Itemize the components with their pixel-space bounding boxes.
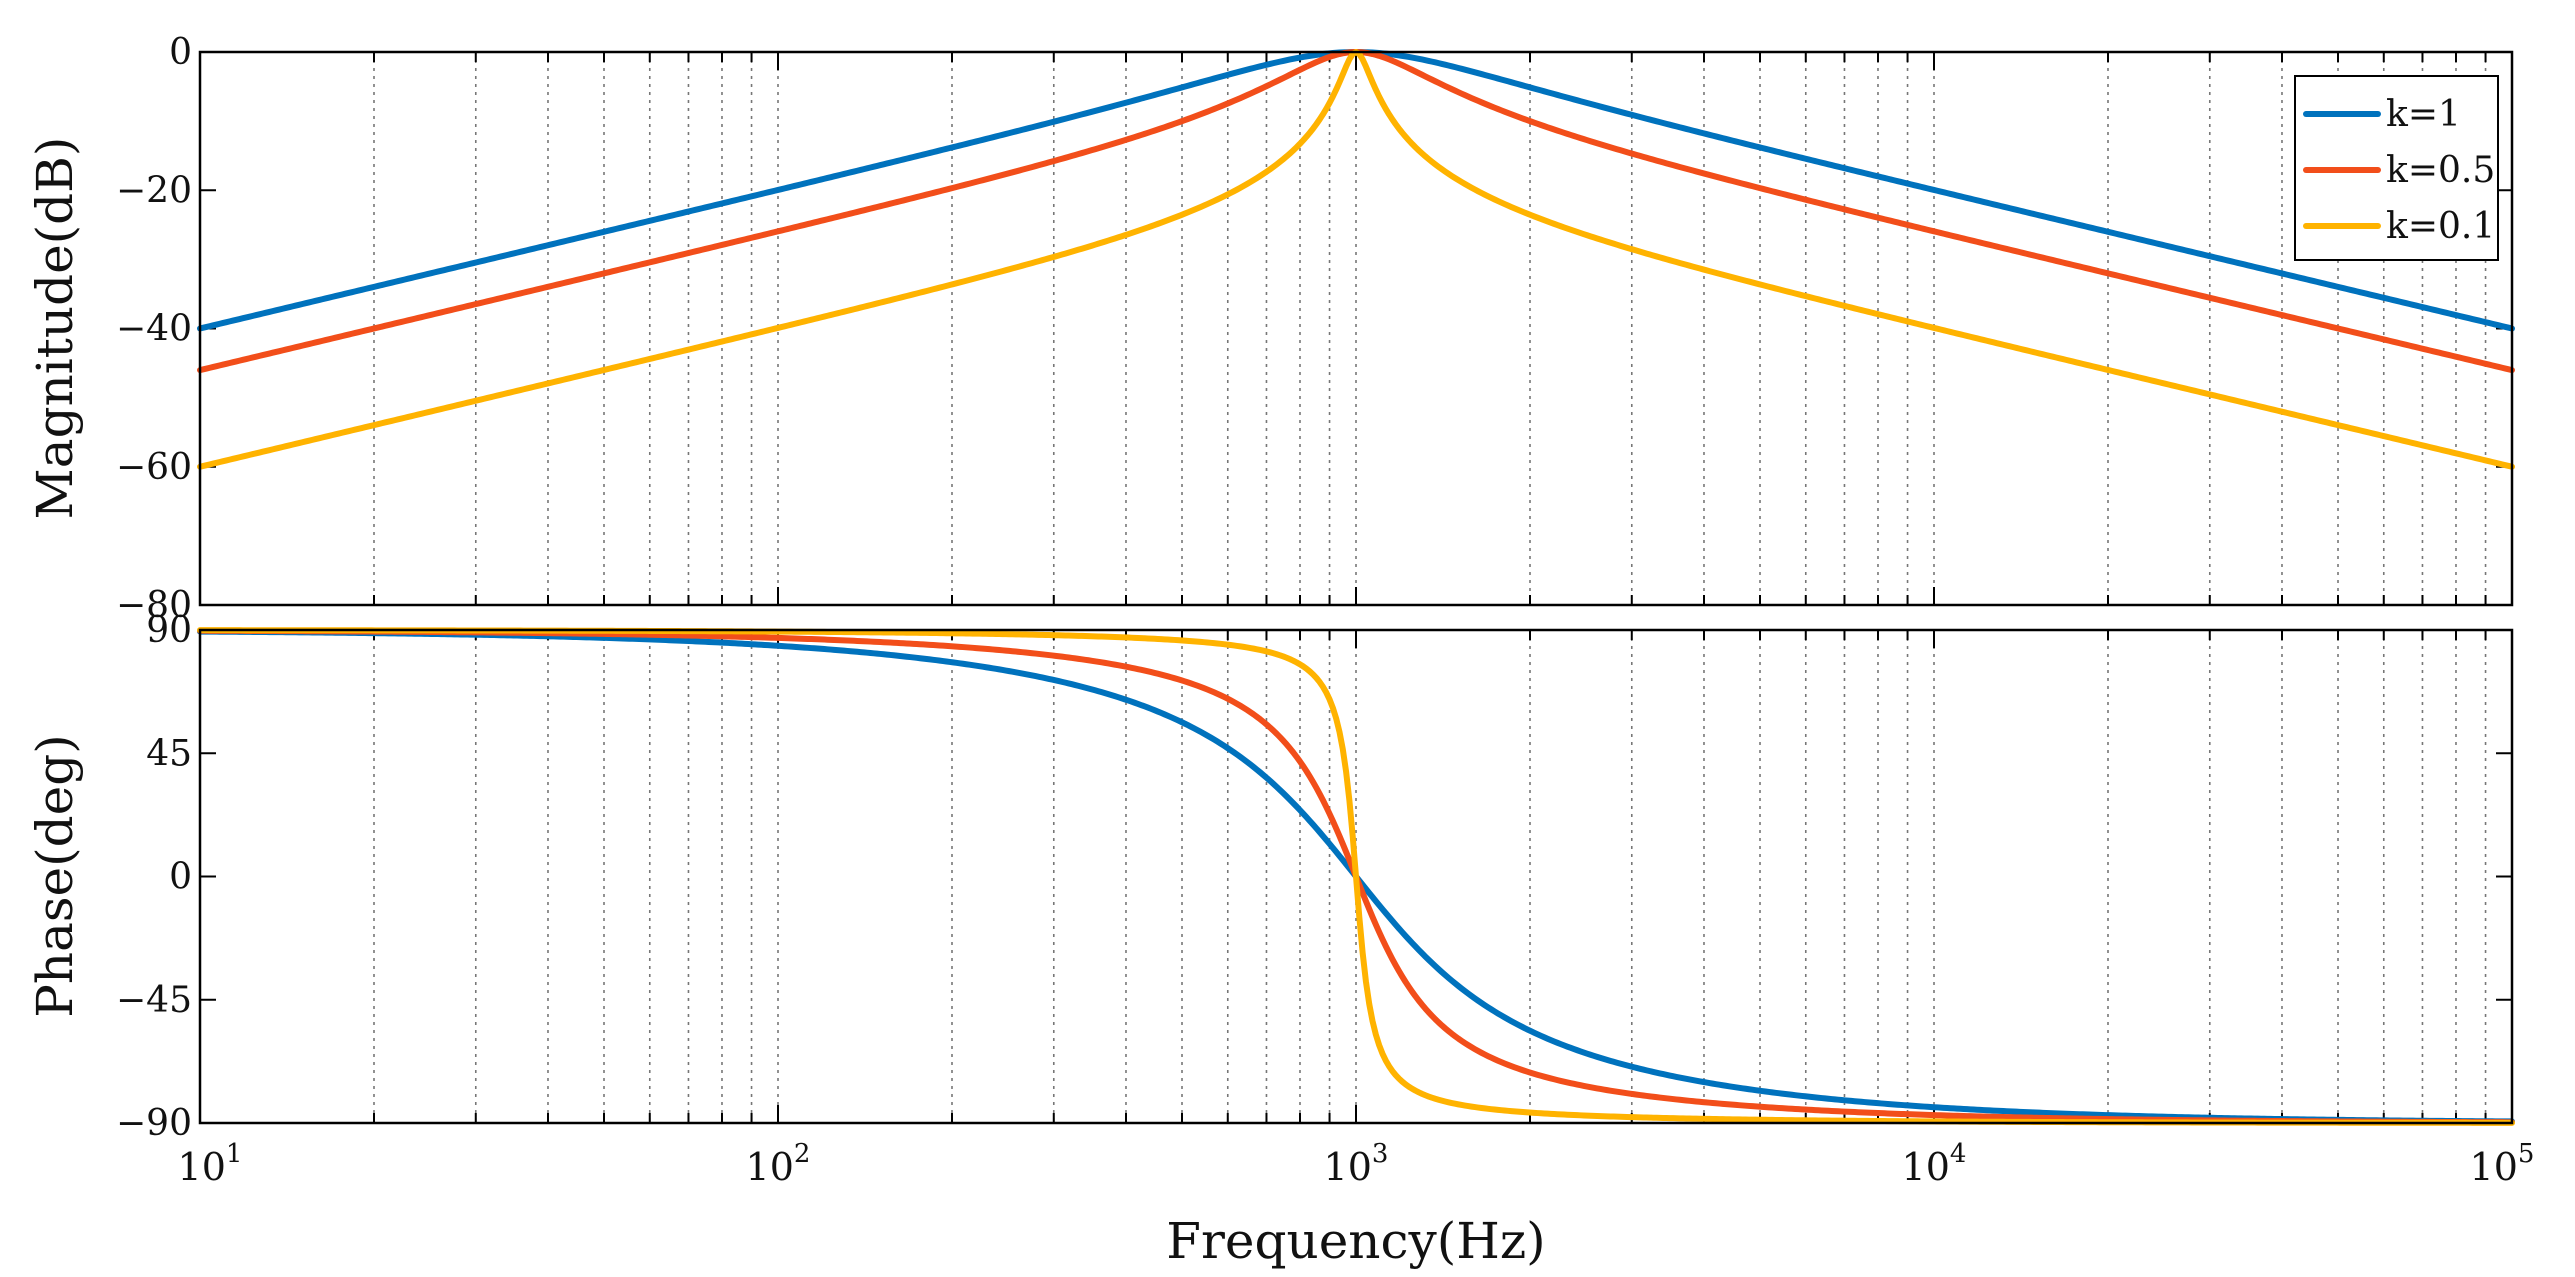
phase-panel: 90 45 0 −45 −90 Phase(deg) [26,610,2515,1144]
x-tick-labels: 101 102 103 104 105 [178,1139,2535,1189]
y-tick-label: 0 [169,857,192,898]
legend: k=1 k=0.5 k=0.1 [2294,75,2499,261]
legend-label-k1: k=1 [2386,94,2461,135]
magnitude-frame [198,50,2514,607]
x-tick-label: 102 [746,1139,811,1189]
x-tick-label: 105 [2470,1139,2535,1189]
magnitude-panel: 0 −20 −40 −60 −80 Magnitude(dB) k=1 k=0.5 k=… [26,32,2515,626]
x-axis-label: Frequency(Hz) [1166,1212,1545,1270]
x-tick-label: 103 [1324,1139,1389,1189]
y-tick-label: −40 [116,309,192,350]
magnitude-grid [373,52,2487,605]
phase-frame [198,628,2514,1125]
phase-grid [373,630,2487,1123]
y-tick-label: 45 [146,733,192,774]
magnitude-y-tick-labels: 0 −20 −40 −60 −80 [116,32,192,626]
mag-series-line-k=0.5 [197,49,2515,374]
y-tick-label: −45 [116,980,192,1021]
phase-y-tick-labels: 90 45 0 −45 −90 [116,610,192,1144]
legend-label-k01: k=0.1 [2386,206,2495,247]
x-tick-label: 104 [1902,1139,1967,1189]
y-tick-label: 0 [169,32,192,73]
legend-label-k05: k=0.5 [2386,150,2495,191]
magnitude-ylabel: Magnitude(dB) [26,137,84,520]
x-tick-label: 101 [178,1139,243,1189]
y-tick-label: 90 [146,610,192,651]
y-tick-label: −20 [116,170,192,211]
y-tick-label: −90 [116,1103,192,1144]
y-tick-label: −60 [116,447,192,488]
phase-ylabel: Phase(deg) [26,734,84,1018]
y-tick-label: −80 [116,585,192,626]
